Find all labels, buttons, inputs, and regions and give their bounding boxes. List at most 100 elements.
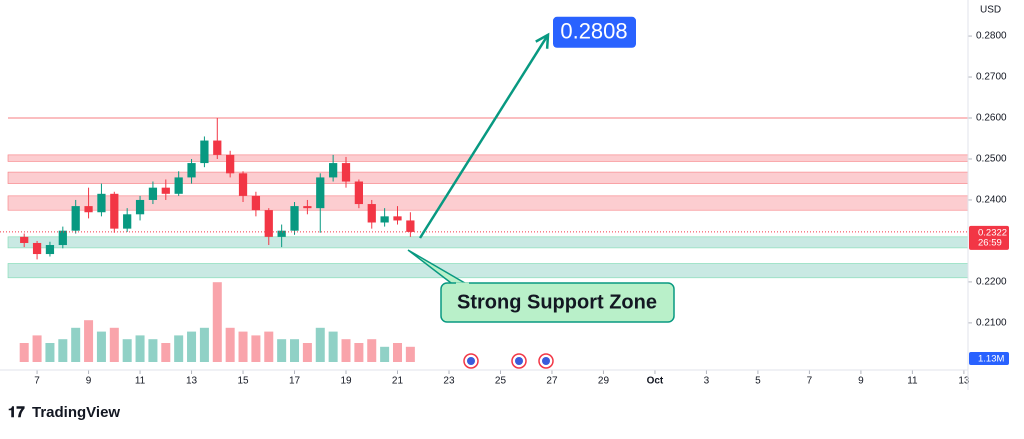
y-tick-label: 0.2700 (976, 72, 1007, 83)
y-tick-label: 0.2200 (976, 277, 1007, 288)
volume-bar (302, 343, 312, 362)
volume-bar (161, 343, 171, 362)
volume-bar (148, 339, 158, 362)
volume-bar (380, 346, 390, 362)
event-flag-inner (467, 357, 475, 365)
volume-bar (354, 343, 364, 362)
volume-label-box (969, 352, 1009, 365)
candle-body (135, 199, 145, 215)
x-tick-label: 29 (598, 376, 610, 387)
volume-bar (71, 327, 81, 362)
volume-bar (32, 335, 42, 362)
target-label: 0.2808 (560, 19, 627, 44)
y-tick-label: 0.2100 (976, 318, 1007, 329)
x-tick-label: 11 (135, 376, 146, 387)
zone (7, 154, 969, 162)
candle-body (71, 206, 80, 231)
volume-bar (315, 327, 325, 362)
x-tick-label: 7 (34, 376, 40, 387)
candle-body (277, 230, 286, 237)
x-tick-label: 23 (443, 376, 455, 387)
brand-name: TradingView (32, 404, 120, 421)
candle-body (354, 181, 363, 205)
candle-body (58, 230, 67, 246)
volume-bar (19, 343, 29, 362)
x-tick-label: 19 (340, 376, 352, 387)
candle-body (406, 220, 415, 232)
candle-body (97, 193, 106, 213)
x-tick-label: 5 (755, 376, 761, 387)
candle-body (213, 140, 222, 155)
candle-body (264, 210, 273, 237)
target-box (553, 16, 636, 48)
candle-body (32, 242, 42, 255)
candle-body (251, 195, 261, 211)
candle-body (45, 245, 55, 255)
volume-bar (405, 346, 415, 362)
volume-bar (96, 331, 106, 362)
volume-bar (392, 343, 403, 362)
y-tick-label: 0.2600 (976, 113, 1007, 124)
candle-body (238, 173, 248, 196)
y-tick-label: 0.2400 (976, 195, 1007, 206)
candle-body (84, 206, 93, 213)
candle-body (187, 163, 196, 178)
candle-body (303, 206, 312, 209)
x-tick-label: 13 (958, 376, 970, 387)
x-tick-label: 21 (392, 376, 404, 387)
brand: 𝟏𝟕 TradingView (8, 404, 120, 421)
event-icons (463, 353, 554, 369)
volume-bar (174, 335, 184, 362)
last-price-box (969, 225, 1009, 250)
target-arrow-head (535, 32, 550, 49)
candle-body (110, 193, 119, 229)
x-tick-label: 17 (289, 376, 301, 387)
volume-bar (225, 327, 235, 362)
volume-bar (341, 339, 351, 362)
volume-bar (212, 282, 222, 362)
last-price-label: 0.2322 (978, 227, 1007, 238)
candle-body (200, 140, 209, 164)
candle-body (341, 163, 351, 182)
currency-label: USD (980, 5, 1001, 16)
candle-body (20, 236, 29, 243)
volume-label: 1.13M (978, 354, 1004, 365)
candle-body (174, 177, 183, 194)
x-tick-label: 3 (704, 376, 710, 387)
event-flag-inner (542, 357, 550, 365)
x-tick-label: 27 (546, 376, 558, 387)
countdown-label: 26:59 (978, 237, 1002, 248)
volume-bar (328, 331, 338, 362)
callout-box (440, 282, 675, 323)
candle-body (123, 214, 132, 229)
x-tick-label: 9 (86, 376, 92, 387)
x-tick-label: 11 (907, 376, 918, 387)
x-tick-label: 7 (807, 376, 813, 387)
candle-body (393, 216, 402, 221)
volume-bar (277, 339, 287, 362)
candle-body (290, 206, 299, 231)
zone (7, 263, 969, 279)
candle-body (161, 187, 170, 194)
volume-bar (290, 339, 300, 362)
volume-bar (187, 331, 197, 362)
volume-bar (264, 331, 274, 362)
candle-body (329, 163, 338, 178)
zone (7, 236, 969, 249)
volume-bar (122, 339, 132, 362)
volume-bar (84, 320, 94, 362)
callout-label: Strong Support Zone (457, 291, 657, 313)
volume-bar (238, 331, 248, 362)
volume-bar (58, 339, 68, 362)
volume-bar (251, 335, 261, 362)
x-tick-label: 13 (186, 376, 198, 387)
x-tick-label: 25 (495, 376, 507, 387)
x-tick-label: 15 (237, 376, 249, 387)
volume-bar (109, 327, 119, 362)
volume-bar (45, 343, 55, 362)
zone (7, 171, 969, 184)
volume-bar (199, 327, 209, 362)
